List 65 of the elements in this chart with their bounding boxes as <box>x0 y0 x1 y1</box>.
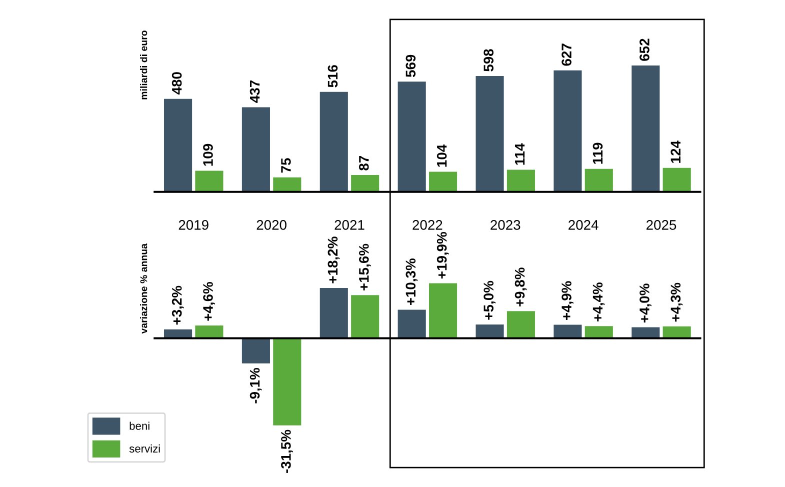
bar <box>273 338 302 426</box>
bar <box>584 168 613 192</box>
x-tick-label: 2019 <box>178 220 208 230</box>
bar <box>164 98 192 192</box>
bar <box>320 92 348 192</box>
bar <box>662 168 691 192</box>
data-label: 516 <box>328 65 338 88</box>
data-label: +4,9% <box>562 281 574 320</box>
data-label: +19,9% <box>436 232 449 279</box>
bar <box>351 295 380 338</box>
data-label: 652 <box>640 38 650 61</box>
legend-label: beni <box>130 422 150 430</box>
bar <box>398 82 426 192</box>
bar <box>428 172 458 192</box>
data-label: 124 <box>670 140 680 163</box>
x-tick-label: 2020 <box>256 220 286 230</box>
bar <box>351 175 380 192</box>
bar <box>476 324 504 338</box>
data-label: 480 <box>172 72 182 95</box>
x-tick-label: 2021 <box>334 220 364 230</box>
data-label: 569 <box>406 54 416 78</box>
bar <box>195 326 224 338</box>
legend-label: servizi <box>129 444 160 453</box>
bar <box>506 170 535 192</box>
bar <box>632 327 660 338</box>
x-tick-label: 2022 <box>412 220 442 230</box>
data-label: 437 <box>250 80 260 103</box>
bar <box>554 70 582 192</box>
data-label: +4,4% <box>592 282 605 322</box>
data-label: 87 <box>358 156 369 170</box>
bar <box>554 324 582 338</box>
bar <box>398 310 426 338</box>
bar <box>506 311 535 338</box>
data-label: +4,0% <box>640 284 652 322</box>
data-label: 598 <box>484 49 494 72</box>
data-label: +9,8% <box>514 268 527 306</box>
data-label: +4,6% <box>203 282 215 321</box>
data-label: 627 <box>562 44 572 66</box>
x-tick-label: 2023 <box>490 220 520 230</box>
bar <box>584 326 613 338</box>
x-tick-label: 2025 <box>646 220 676 230</box>
data-label: 75 <box>281 158 291 173</box>
data-label: 104 <box>436 144 447 167</box>
bar <box>273 177 302 192</box>
y-axis-title: variazione % annua <box>140 243 148 334</box>
bar <box>195 170 224 192</box>
bar <box>476 76 504 192</box>
data-label: 119 <box>592 142 603 164</box>
bar <box>320 288 348 338</box>
bar <box>242 338 270 364</box>
data-label: +3,2% <box>172 286 184 325</box>
y-axis-title: miliardi di euro <box>140 30 148 100</box>
data-label: +15,6% <box>358 244 371 290</box>
bar <box>428 283 458 338</box>
data-label: 109 <box>203 144 213 166</box>
x-tick-label: 2024 <box>568 220 598 230</box>
data-label: -31,5% <box>281 430 293 473</box>
data-label: +5,0% <box>484 280 496 320</box>
data-label: 114 <box>514 143 525 165</box>
data-label: -9,1% <box>250 368 262 404</box>
data-label: +10,3% <box>406 258 418 306</box>
data-label: +18,2% <box>328 236 340 284</box>
bar <box>242 107 270 192</box>
bar <box>632 66 660 192</box>
data-label: +4,3% <box>670 282 683 322</box>
